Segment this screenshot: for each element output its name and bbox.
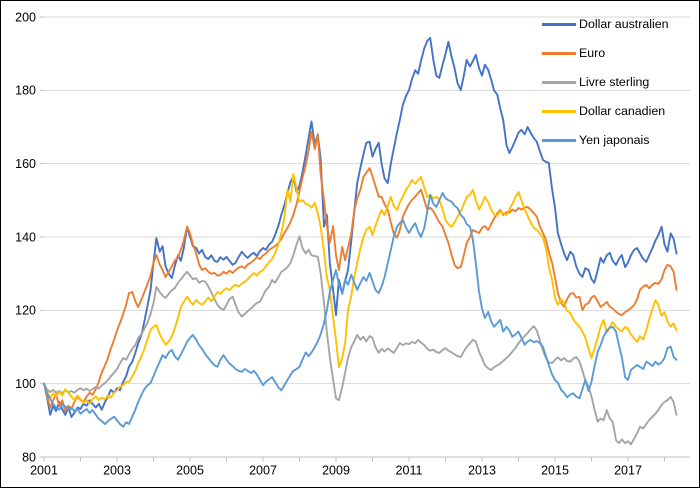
legend-label-yen-japonais: Yen japonais (579, 133, 650, 148)
legend-item-dollar-australien[interactable]: Dollar australien (542, 10, 669, 39)
legend: Dollar australien Euro Livre sterling Dolla… (542, 10, 669, 155)
y-axis-label: 80 (22, 450, 36, 464)
legend-label-livre-sterling: Livre sterling (579, 75, 650, 90)
y-axis-label: 140 (15, 230, 36, 244)
legend-item-livre-sterling[interactable]: Livre sterling (542, 68, 669, 97)
x-axis-label: 2015 (541, 464, 569, 478)
series-line-dollar-australien[interactable] (43, 36, 678, 418)
y-axis-label: 120 (15, 304, 36, 318)
legend-line-swatch-dollar-australien (542, 23, 576, 26)
legend-line-swatch-livre-sterling (542, 81, 576, 84)
legend-item-euro[interactable]: Euro (542, 39, 669, 68)
legend-line-swatch-yen-japonais (542, 139, 576, 142)
legend-label-dollar-australien: Dollar australien (579, 17, 669, 32)
legend-label-euro: Euro (579, 46, 606, 61)
y-axis-label: 160 (15, 157, 36, 171)
x-axis-label: 2009 (322, 464, 350, 478)
y-axis-label: 180 (15, 84, 36, 98)
legend-label-dollar-canadien: Dollar canadien (579, 104, 666, 119)
legend-line-swatch-euro (542, 52, 576, 55)
x-axis-label: 2001 (30, 464, 58, 478)
x-axis-label: 2007 (249, 464, 277, 478)
series-line-dollar-canadien[interactable] (43, 172, 678, 405)
x-axis-label: 2003 (103, 464, 131, 478)
series-line-yen-japonais[interactable] (43, 192, 678, 428)
x-axis-label: 2013 (468, 464, 496, 478)
x-axis-label: 2011 (396, 464, 423, 478)
x-axis-label: 2017 (614, 464, 642, 478)
legend-item-yen-japonais[interactable]: Yen japonais (542, 126, 669, 155)
y-axis-label: 200 (15, 10, 36, 24)
legend-line-swatch-dollar-canadien (542, 110, 576, 113)
y-axis-label: 100 (15, 377, 36, 391)
x-axis-label: 2005 (176, 464, 204, 478)
legend-item-dollar-canadien[interactable]: Dollar canadien (542, 97, 669, 126)
series-line-livre-sterling[interactable] (43, 235, 678, 446)
series-line-euro[interactable] (43, 130, 678, 413)
